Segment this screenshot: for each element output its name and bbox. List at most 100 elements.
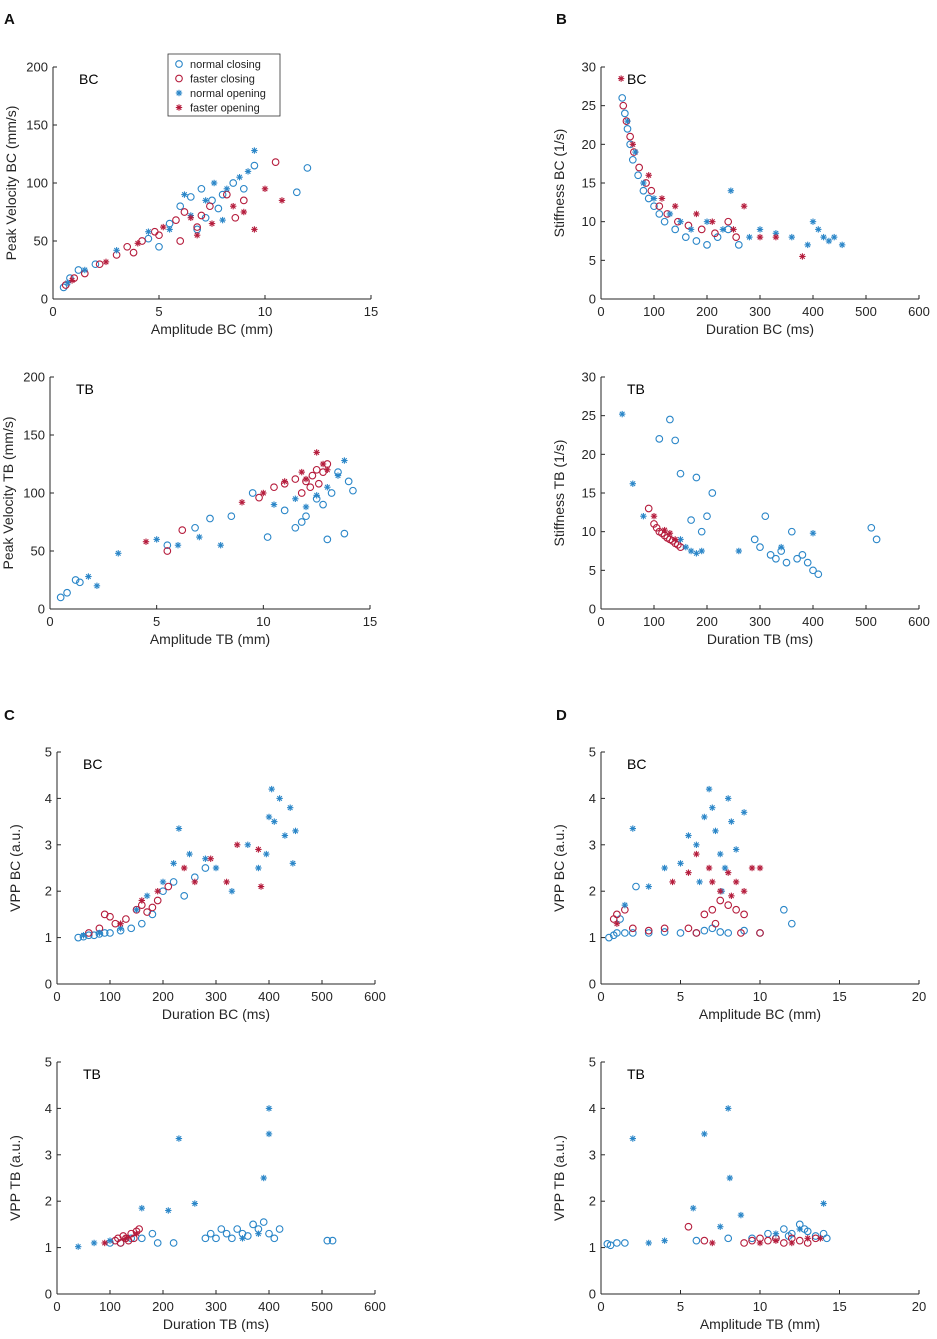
data-point [712,827,719,835]
data-point [207,855,214,862]
data-point [693,210,700,218]
data-point [222,190,231,199]
data-point [700,910,709,919]
data-point [632,882,640,891]
data-point [327,489,336,497]
data-point [717,888,724,895]
x-tick-label: 200 [152,989,174,1004]
data-point [218,190,227,199]
data-point [244,841,251,848]
x-tick-label: 300 [749,614,771,629]
data-point [609,915,618,923]
data-point [138,897,145,904]
data-point [270,1234,279,1243]
data-point [155,242,163,251]
x-axis-label: Amplitude TB (mm) [700,1316,820,1332]
data-point [129,248,138,257]
data-point [132,905,141,914]
y-tick-label: 50 [31,544,45,559]
data-point [640,179,647,187]
data-point [693,550,700,557]
data-point [681,233,690,241]
data-point [308,471,317,480]
legend-label: faster opening [190,103,260,115]
data-point [740,910,748,919]
data-point [618,94,627,102]
data-point [231,213,240,222]
data-point [809,566,817,575]
y-tick-label: 2 [45,884,52,899]
x-tick-label: 500 [855,304,877,319]
data-point [271,818,278,825]
data-point [66,274,74,282]
data-point [676,929,685,937]
x-tick-label: 0 [597,614,604,629]
data-point [133,906,140,913]
data-point [684,924,693,933]
series-normal-closing [59,161,312,292]
data-point [61,281,70,289]
series-normal-closing [618,94,743,249]
data-point [705,785,713,793]
data-point [292,495,299,502]
data-point [650,202,658,211]
data-point [197,211,206,220]
y-tick-label: 2 [589,884,596,899]
data-point [239,184,248,193]
data-point [700,926,709,935]
data-point [276,795,283,802]
data-point [281,478,288,485]
y-tick-label: 1 [45,1240,52,1255]
data-point [701,813,708,821]
data-point [677,218,684,225]
subplot-label: BC [83,756,102,772]
y-axis-label: VPP TB (a.u.) [7,1135,23,1221]
series-faster-opening [101,1230,140,1247]
data-point [206,1229,215,1238]
data-point [756,929,764,937]
data-point [628,155,637,164]
data-point [772,1237,780,1244]
data-point [229,179,238,187]
y-axis-label: VPP BC (a.u.) [551,824,567,912]
data-point [661,864,668,872]
scatter-plot-d1: 0 5 10 15 20 0 1 2 3 4 5 Amplitude BC (mm) VPP BC (a… [551,745,926,1023]
x-tick-label: 100 [643,614,665,629]
y-tick-label: 0 [589,977,596,992]
legend-label: normal closing [190,59,261,71]
data-point [703,241,711,249]
data-point [703,512,711,521]
data-point [193,232,201,239]
data-point [838,241,846,249]
x-tick-label: 500 [311,989,333,1004]
x-tick-label: 500 [855,614,877,629]
data-point [270,483,278,492]
data-point [117,920,124,927]
x-axis-label: Amplitude BC (mm) [699,1006,821,1022]
data-point [142,538,150,545]
data-point [263,533,272,541]
data-point [169,878,178,886]
series-normal-closing [106,1218,337,1247]
data-point [690,1204,697,1212]
data-point [344,477,353,486]
y-tick-label: 5 [45,745,52,760]
data-point [178,526,187,534]
data-point [280,506,289,515]
data-point [265,813,273,821]
x-tick-label: 0 [49,304,56,319]
data-point [740,1239,748,1247]
data-point [56,593,65,602]
data-point [725,869,732,876]
data-point [71,576,80,584]
data-point [175,1135,183,1142]
data-point [684,1222,693,1231]
data-point [819,1229,828,1238]
data-point [677,860,684,867]
x-tick-label: 300 [205,989,227,1004]
data-point [313,492,320,499]
data-point [727,187,735,194]
x-tick-label: 15 [832,1299,846,1314]
x-tick-label: 10 [753,1299,767,1314]
data-point [709,878,716,886]
